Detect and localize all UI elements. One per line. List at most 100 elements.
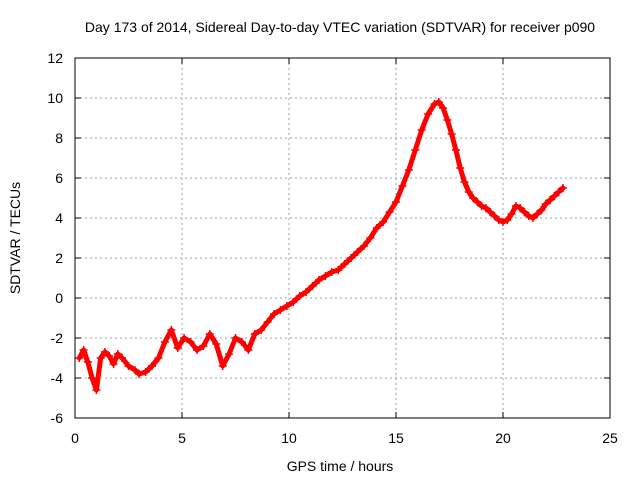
- x-tick-label: 20: [495, 430, 511, 446]
- data-point: [359, 242, 368, 250]
- data-point: [141, 368, 150, 376]
- data-point: [96, 354, 105, 362]
- data-point: [334, 266, 343, 274]
- data-point: [302, 288, 311, 296]
- data-point: [225, 350, 234, 358]
- data-point: [434, 98, 443, 106]
- x-tick-label: 5: [178, 430, 186, 446]
- data-point: [124, 362, 133, 370]
- data-point: [469, 194, 478, 202]
- grid-lines: [75, 58, 610, 418]
- data-point: [533, 210, 542, 218]
- data-point: [541, 200, 550, 208]
- data-point: [464, 188, 473, 196]
- data-point: [282, 302, 291, 310]
- data-point: [199, 342, 208, 350]
- y-tick-label: 0: [55, 290, 63, 306]
- data-point: [205, 330, 214, 338]
- data-point: [385, 208, 394, 216]
- y-tick-label: -4: [51, 370, 64, 386]
- data-point: [481, 204, 490, 212]
- data-point: [154, 354, 163, 362]
- data-point: [100, 348, 109, 356]
- data-point: [105, 352, 114, 360]
- data-point: [212, 340, 221, 348]
- data-point: [148, 362, 157, 370]
- data-point: [192, 346, 201, 354]
- data-point: [366, 234, 375, 242]
- data-point: [477, 202, 486, 210]
- data-point: [473, 198, 482, 206]
- data-point: [244, 346, 253, 354]
- data-point: [353, 248, 362, 256]
- data-point: [113, 350, 122, 358]
- data-point: [327, 268, 336, 276]
- data-point: [167, 326, 176, 334]
- data-point: [524, 212, 533, 220]
- data-point: [308, 282, 317, 290]
- data-point: [340, 260, 349, 268]
- data-point: [439, 104, 448, 112]
- data-point: [109, 360, 118, 368]
- data-point: [558, 184, 567, 192]
- data-point: [289, 298, 298, 306]
- data-point: [135, 370, 144, 378]
- data-point: [424, 110, 433, 118]
- data-point: [379, 218, 388, 226]
- data-point: [250, 330, 259, 338]
- data-point: [392, 198, 400, 206]
- data-point: [507, 210, 516, 218]
- chart-title: Day 173 of 2014, Sidereal Day-to-day VTE…: [85, 19, 595, 35]
- data-point: [451, 146, 460, 154]
- data-point: [456, 164, 465, 172]
- data-point: [88, 374, 97, 382]
- data-point: [460, 178, 469, 186]
- data-series-sdtvar: [75, 98, 567, 394]
- y-tick-label: 2: [55, 250, 63, 266]
- x-tick-label: 15: [388, 430, 404, 446]
- data-point: [430, 100, 439, 108]
- data-point: [173, 344, 182, 352]
- data-point: [263, 318, 272, 326]
- y-tick-label: -6: [51, 410, 64, 426]
- x-tick-label: 10: [281, 430, 297, 446]
- y-tick-label: 12: [47, 50, 63, 66]
- data-point: [490, 212, 499, 220]
- data-point: [486, 208, 495, 216]
- data-point: [372, 224, 381, 232]
- data-point: [75, 354, 84, 362]
- series-trace: [76, 99, 566, 393]
- y-tick-label: 4: [55, 210, 63, 226]
- data-point: [499, 218, 507, 226]
- data-point: [411, 146, 420, 154]
- data-point: [511, 202, 520, 210]
- x-tick-label: 25: [602, 430, 618, 446]
- data-point: [494, 216, 503, 224]
- data-point: [347, 254, 356, 262]
- data-point: [130, 366, 139, 374]
- data-point: [516, 204, 525, 212]
- data-point: [520, 208, 529, 216]
- data-point: [314, 276, 323, 284]
- data-point: [503, 216, 512, 224]
- data-point: [118, 354, 127, 362]
- y-tick-label: 8: [55, 130, 63, 146]
- data-point: [276, 306, 285, 314]
- data-point: [83, 358, 92, 366]
- data-point: [180, 334, 189, 342]
- data-point: [321, 272, 330, 280]
- data-point: [443, 116, 452, 124]
- x-tick-label: 0: [71, 430, 79, 446]
- data-point: [218, 362, 227, 370]
- data-point: [554, 188, 563, 196]
- y-tick-label: 10: [47, 90, 63, 106]
- data-point: [295, 292, 304, 300]
- data-point: [186, 338, 195, 346]
- data-point: [398, 182, 407, 190]
- plot-frame: [74, 57, 611, 419]
- data-point: [546, 196, 555, 204]
- data-point: [237, 338, 246, 346]
- data-point: [537, 206, 546, 214]
- data-point: [404, 166, 413, 174]
